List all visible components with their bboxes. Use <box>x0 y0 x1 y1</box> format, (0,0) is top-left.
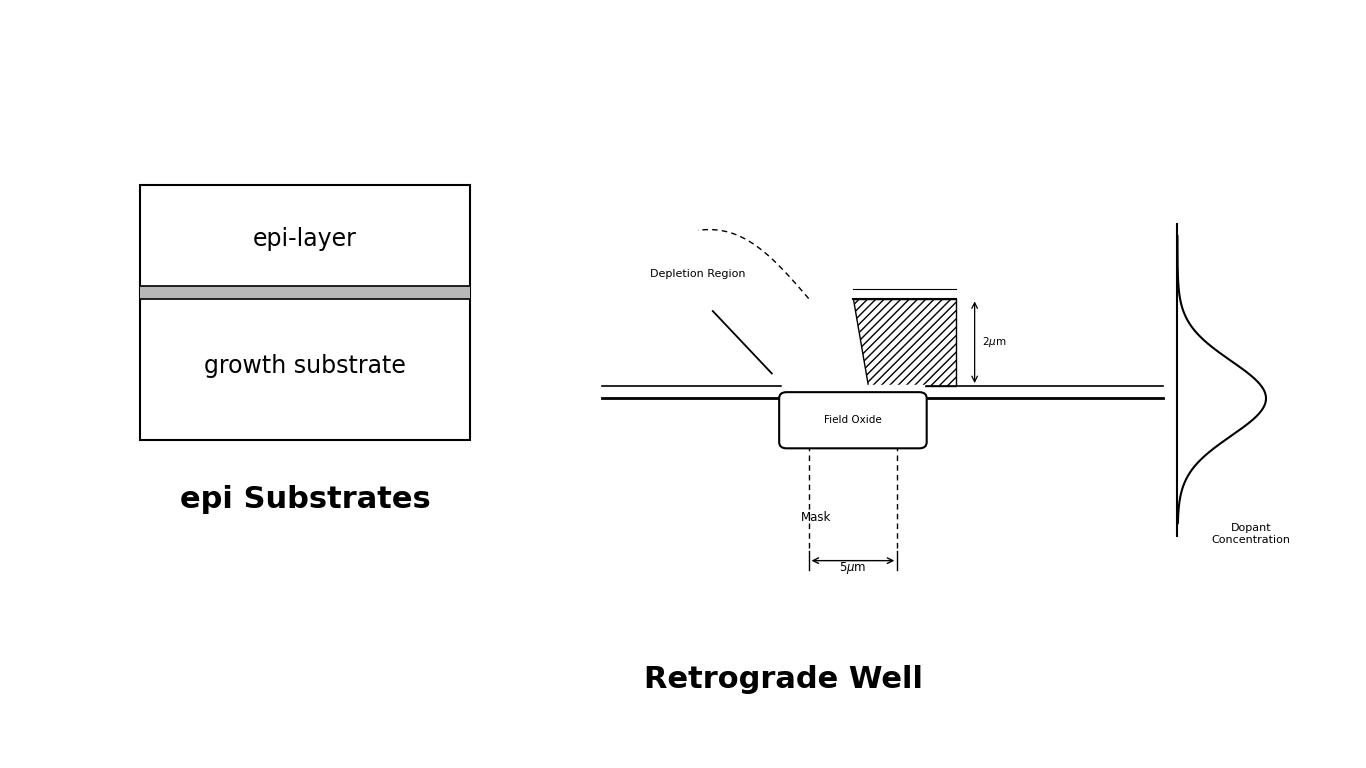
Text: Field Oxide: Field Oxide <box>824 415 882 425</box>
Bar <box>139 185 470 440</box>
Bar <box>139 286 470 299</box>
Text: growth substrate: growth substrate <box>204 354 406 378</box>
Text: Mask: Mask <box>802 511 832 524</box>
Text: epi Substrates: epi Substrates <box>179 485 430 515</box>
Text: Retrograde Well: Retrograde Well <box>643 666 922 694</box>
Text: Depletion Region: Depletion Region <box>650 269 746 279</box>
FancyBboxPatch shape <box>779 392 926 449</box>
Polygon shape <box>852 299 956 386</box>
Text: 5$\mu$m: 5$\mu$m <box>839 560 866 576</box>
Text: Dopant
Concentration: Dopant Concentration <box>1212 523 1291 545</box>
Text: 2$\mu$m: 2$\mu$m <box>982 336 1007 349</box>
Text: epi-layer: epi-layer <box>253 227 357 250</box>
